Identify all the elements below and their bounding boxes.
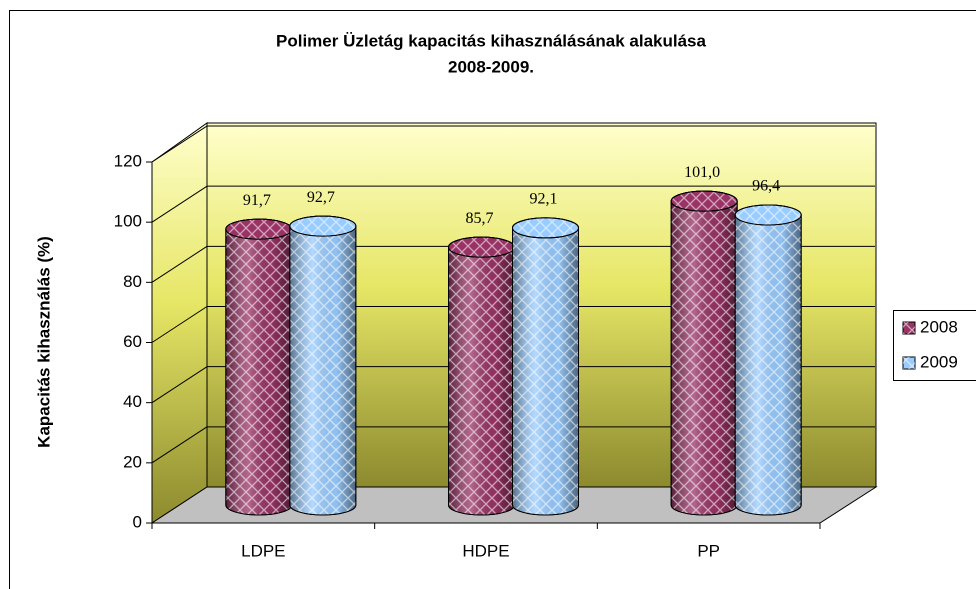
side-wall — [151, 122, 208, 524]
y-tick-label: 40 — [123, 392, 142, 411]
chart-subtitle: 2008-2009. — [448, 57, 534, 76]
cylinder-top-texture — [448, 236, 515, 258]
data-label: 91,7 — [243, 192, 271, 209]
legend-label: 2008 — [920, 317, 958, 336]
grid-line — [151, 185, 208, 223]
cylinder-texture — [670, 190, 738, 516]
y-tick-label: 0 — [133, 512, 142, 531]
y-axis-label: Kapacitás kihasználás (%) — [34, 236, 53, 448]
x-tick-label: LDPE — [241, 541, 285, 560]
cylinder-top-texture — [512, 217, 579, 239]
legend-swatch-texture — [903, 322, 915, 334]
legend-label: 2009 — [920, 352, 958, 371]
cylinder-texture — [448, 236, 515, 516]
data-label: 92,7 — [307, 189, 335, 206]
grid-line — [151, 366, 208, 404]
cylinder-top-texture — [734, 204, 802, 226]
cylinder-texture — [512, 217, 579, 516]
legend-swatch-texture — [903, 357, 915, 369]
cylinder-texture — [225, 218, 293, 516]
grid-line — [151, 245, 208, 283]
cylinder-top-texture — [225, 218, 293, 240]
chart-title: Polimer Üzletág kapacitás kihasználásána… — [276, 31, 706, 50]
cylinder-texture — [734, 204, 802, 516]
data-label: 96,4 — [752, 178, 780, 195]
grid-line — [151, 306, 208, 343]
y-tick-label: 100 — [114, 212, 142, 231]
data-label: 85,7 — [466, 210, 494, 227]
x-tick-label: HDPE — [462, 541, 509, 560]
cylinder-top-texture — [670, 190, 738, 212]
y-tick-label: 80 — [123, 272, 142, 291]
x-tick-label: PP — [697, 541, 720, 560]
y-tick-label: 20 — [123, 452, 142, 471]
grid-line — [151, 426, 208, 464]
y-tick-label: 60 — [123, 332, 142, 351]
cylinder-texture — [289, 215, 357, 516]
data-label: 101,0 — [684, 164, 720, 181]
grid-line — [151, 125, 208, 163]
y-tick-label: 120 — [114, 151, 142, 170]
data-label: 92,1 — [530, 191, 558, 208]
cylinder-top-texture — [289, 215, 357, 237]
